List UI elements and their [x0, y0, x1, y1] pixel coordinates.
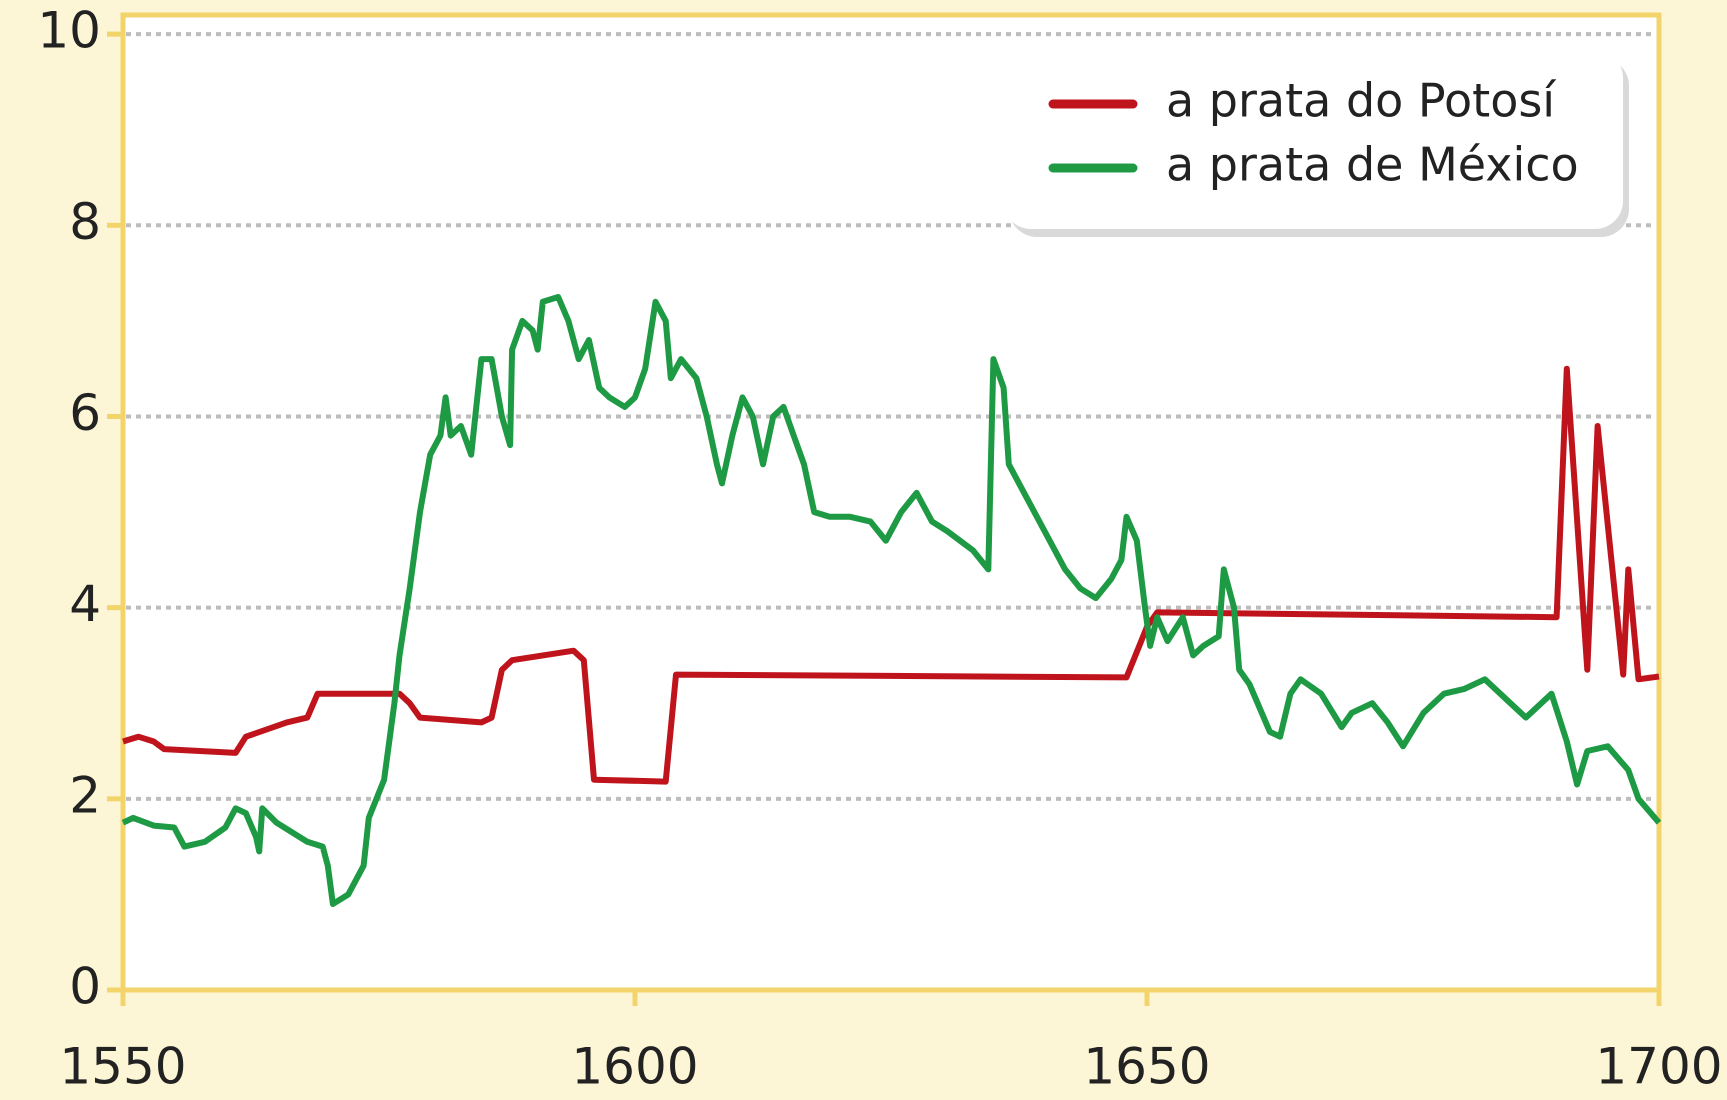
y-tick-label: 10 — [37, 2, 101, 60]
series-line — [122, 365, 1660, 785]
x-tick-label: 1700 — [1595, 1038, 1722, 1096]
x-tick-label: 1600 — [571, 1038, 698, 1096]
y-tick-label: 0 — [69, 958, 101, 1016]
legend-label: a prata de México — [1166, 138, 1579, 192]
legend-label: a prata do Potosí — [1166, 74, 1556, 128]
y-tick-label: 8 — [69, 193, 101, 251]
x-tick-label: 1650 — [1083, 1038, 1210, 1096]
y-tick-label: 2 — [69, 766, 101, 824]
y-tick-label: 4 — [69, 575, 101, 633]
y-tick-label: 6 — [69, 384, 101, 442]
series-line — [121, 294, 1662, 907]
x-tick-label: 1550 — [59, 1038, 186, 1096]
legend-box — [1003, 50, 1623, 229]
